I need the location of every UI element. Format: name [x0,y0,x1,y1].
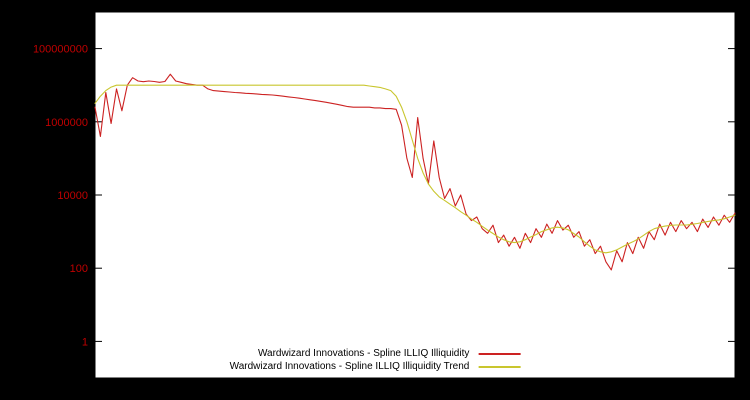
y-tick-label: 1 [82,336,88,348]
y-tick-label: 100 [70,263,88,275]
legend-line-sample-trend [478,366,521,368]
plot-area [94,11,736,379]
y-tick-label: 100000000 [33,44,88,56]
legend-item: Wardwizard Innovations - Spline ILLIQ Il… [257,348,521,360]
chart-legend: Wardwizard Innovations - Spline ILLIQ Il… [226,347,524,374]
series-line-1 [94,84,736,254]
y-tick-label: 1000000 [45,117,88,129]
legend-label-trend: Wardwizard Innovations - Spline ILLIQ Il… [229,361,470,372]
y-tick-label: 10000 [57,190,88,202]
legend-line-sample-illiquidity [478,353,521,355]
legend-item: Wardwizard Innovations - Spline ILLIQ Il… [230,361,521,373]
legend-label-illiquidity: Wardwizard Innovations - Spline ILLIQ Il… [257,348,470,359]
